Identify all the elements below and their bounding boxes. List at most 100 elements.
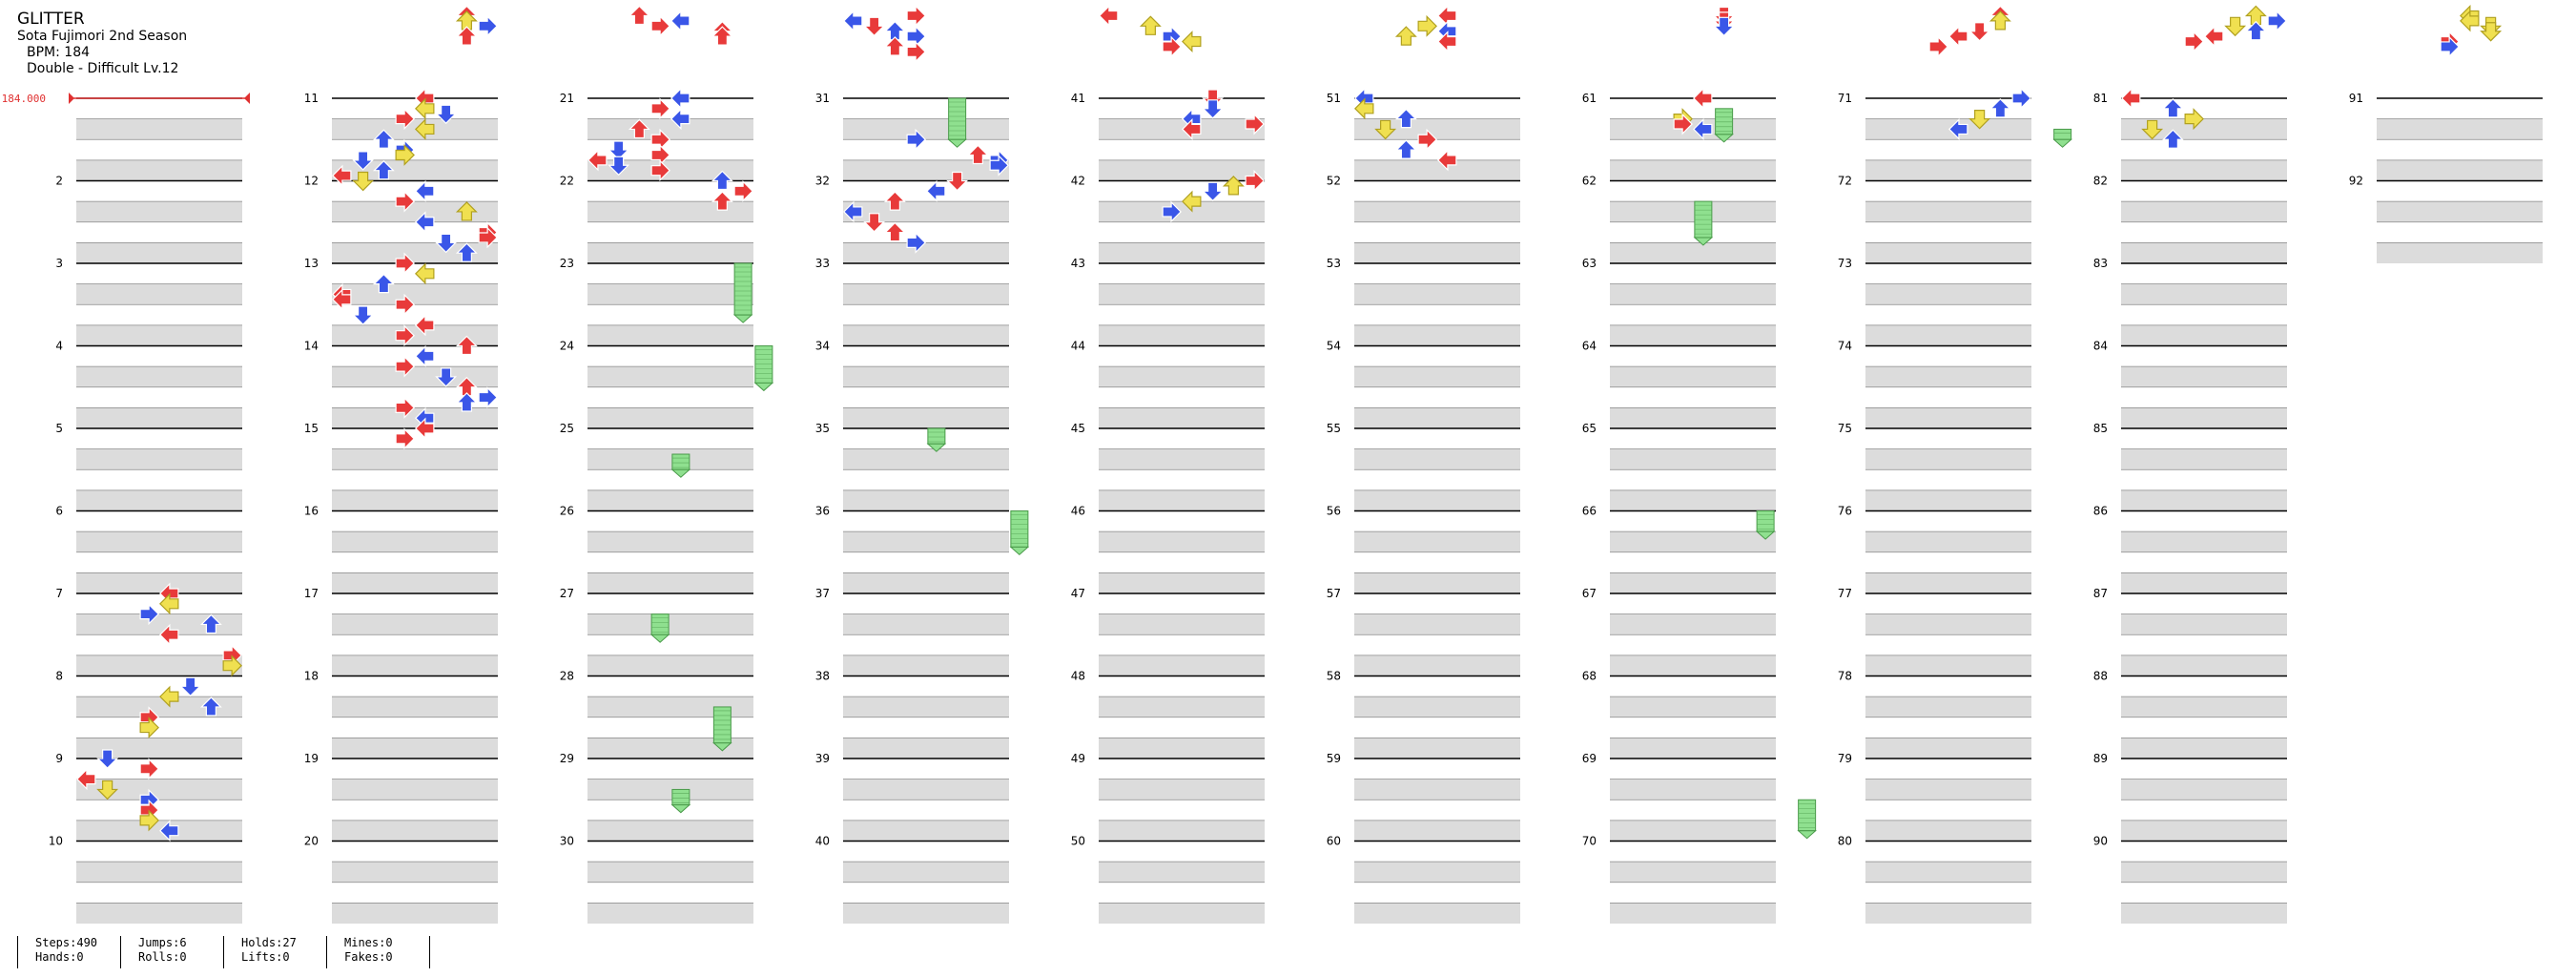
- measure-number: 31: [815, 92, 830, 105]
- beat-band: [1865, 613, 2031, 635]
- arrow-note-up: [199, 696, 222, 717]
- measure-number: 39: [815, 752, 830, 765]
- beat-band: [2121, 448, 2287, 470]
- stat-steps: Steps:490: [35, 936, 98, 949]
- arrow-note-up: [1394, 108, 1417, 129]
- measure-number: 67: [1582, 587, 1597, 600]
- beat-band: [587, 201, 753, 222]
- beat-band: [1865, 489, 2031, 511]
- beat-band: [843, 738, 1009, 759]
- beat-band: [1610, 779, 1776, 800]
- beat-band: [1610, 655, 1776, 676]
- arrow-note-left: [843, 200, 863, 223]
- beat-band: [843, 862, 1009, 883]
- beat-band: [843, 366, 1009, 387]
- arrow-note-left: [415, 117, 435, 140]
- measure-number: 83: [2093, 257, 2108, 270]
- beat-band: [1865, 283, 2031, 305]
- stat-rolls: Rolls:0: [138, 950, 187, 964]
- measure-number: 33: [815, 257, 830, 270]
- beat-band: [1354, 738, 1520, 759]
- hold-note: [754, 345, 773, 384]
- measure-number: 18: [304, 670, 319, 683]
- beat-band: [2121, 489, 2287, 511]
- beat-band: [1099, 738, 1265, 759]
- beat-band: [76, 903, 242, 924]
- beat-band: [843, 118, 1009, 140]
- arrow-note-up: [883, 191, 906, 211]
- beat-band: [1354, 407, 1520, 428]
- measure-number: 13: [304, 257, 319, 270]
- beat-band: [332, 242, 498, 263]
- measure-number: 63: [1582, 257, 1597, 270]
- measure-number: 38: [815, 670, 830, 683]
- arrow-note-right: [650, 97, 670, 120]
- beat-band: [1865, 242, 2031, 263]
- arrow-note-down: [863, 16, 886, 37]
- measure-number: 23: [560, 257, 574, 270]
- arrow-note-right: [222, 655, 242, 677]
- beat-band: [2121, 118, 2287, 140]
- beat-band: [1099, 324, 1265, 346]
- beat-band: [587, 572, 753, 593]
- beat-band: [2377, 242, 2543, 263]
- beat-band: [1865, 738, 2031, 759]
- beat-band: [76, 366, 242, 387]
- beat-band: [1865, 862, 2031, 883]
- measure-number: 12: [304, 175, 319, 188]
- arrow-note-left: [332, 164, 352, 187]
- arrow-note-down: [608, 140, 630, 160]
- beat-band: [2121, 242, 2287, 263]
- beat-band: [1354, 779, 1520, 800]
- beat-band: [332, 779, 498, 800]
- measure-number: 9: [55, 752, 63, 765]
- beat-band: [587, 738, 753, 759]
- beat-band: [2121, 572, 2287, 593]
- beat-band: [1099, 283, 1265, 305]
- beat-band: [1099, 862, 1265, 883]
- beat-band: [843, 324, 1009, 346]
- beat-band: [1099, 779, 1265, 800]
- arrow-note-up: [1139, 15, 1162, 35]
- hold-note: [2053, 128, 2072, 140]
- arrow-note-right: [395, 324, 415, 347]
- beat-band: [76, 159, 242, 181]
- measure-number: 44: [1071, 340, 1085, 353]
- measure-number: 82: [2093, 175, 2108, 188]
- measure-number: 81: [2093, 92, 2108, 105]
- arrow-note-left: [1354, 97, 1374, 120]
- beat-band: [2121, 862, 2287, 883]
- arrow-note-down: [352, 171, 375, 192]
- measure-number: 80: [1838, 835, 1852, 848]
- measure-number: 17: [304, 587, 319, 600]
- arrow-note-down: [2480, 22, 2503, 42]
- arrow-note-left: [670, 87, 690, 110]
- measure-number: 5: [55, 422, 63, 435]
- measure-number: 26: [560, 505, 574, 518]
- measure-number: 71: [1838, 92, 1852, 105]
- measure-number: 15: [304, 422, 319, 435]
- beat-band: [1354, 655, 1520, 676]
- beat-band: [1610, 489, 1776, 511]
- beat-band: [2121, 903, 2287, 924]
- beat-band: [1610, 738, 1776, 759]
- measure-number: 36: [815, 505, 830, 518]
- measure-number: 60: [1327, 835, 1341, 848]
- arrow-note-down: [1968, 22, 1991, 42]
- beat-band: [1610, 903, 1776, 924]
- measure-number: 75: [1838, 422, 1852, 435]
- arrow-note-up: [966, 144, 989, 165]
- arrow-note-left: [2204, 25, 2224, 48]
- measure-number: 85: [2093, 422, 2108, 435]
- beat-band: [587, 489, 753, 511]
- arrow-note-up: [1989, 97, 2011, 118]
- arrow-note-left: [1182, 117, 1202, 140]
- beat-band: [2121, 696, 2287, 717]
- hold-end-cap: [753, 382, 774, 392]
- song-artist: Sota Fujimori 2nd Season: [17, 29, 188, 45]
- beat-band: [1865, 820, 2031, 842]
- arrow-note-up: [372, 129, 395, 149]
- arrow-note-down: [1202, 89, 1225, 109]
- arrow-note-right: [906, 5, 926, 27]
- arrow-note-left: [159, 592, 179, 615]
